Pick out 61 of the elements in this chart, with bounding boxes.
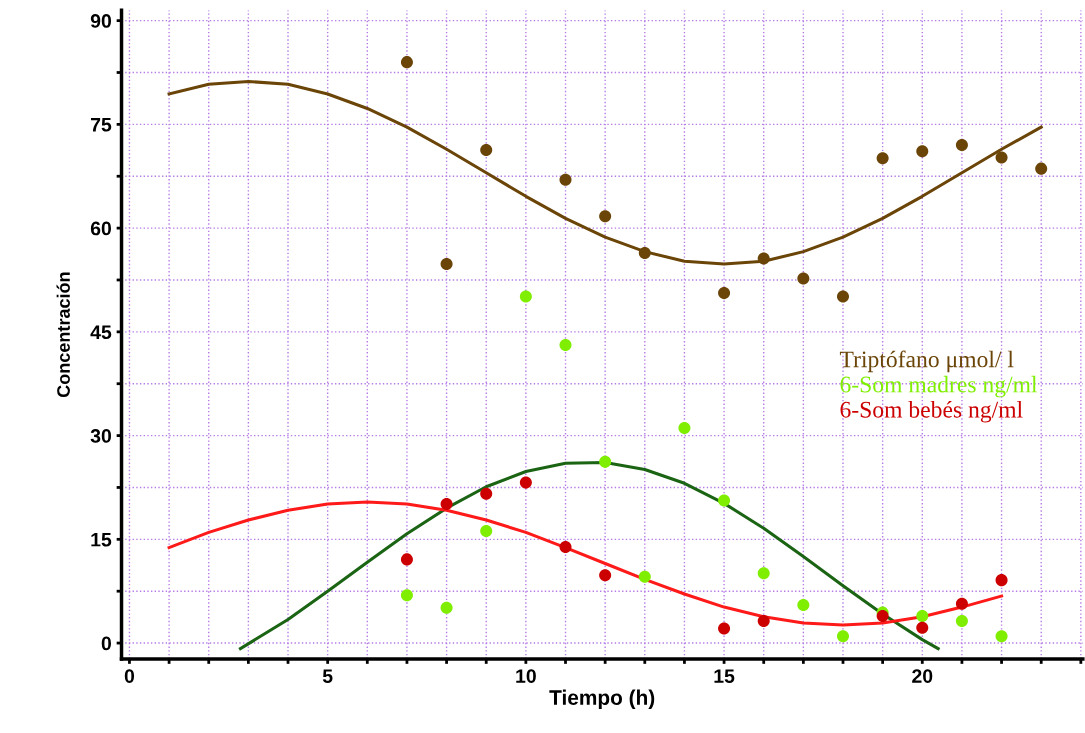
y-tick-label: 60 — [90, 221, 111, 236]
point — [480, 143, 493, 156]
point — [718, 287, 731, 300]
y-tick-label: 15 — [91, 532, 112, 547]
point — [955, 139, 968, 152]
x-tick-label: 15 — [714, 669, 735, 683]
point — [757, 252, 770, 265]
point — [400, 56, 413, 69]
point — [718, 622, 731, 635]
point — [519, 290, 532, 303]
point — [797, 599, 810, 612]
point — [876, 610, 889, 623]
point — [757, 614, 770, 627]
y-tick-label: 75 — [91, 118, 112, 132]
y-tick-label: 0 — [101, 636, 111, 651]
line-series — [167, 500, 1004, 627]
x-axis-title: Tiempo (h) — [549, 689, 655, 710]
point — [916, 621, 929, 634]
x-tick-label: 0 — [124, 669, 135, 683]
point — [995, 574, 1008, 587]
line-series — [167, 79, 1043, 266]
point — [836, 290, 850, 303]
point — [995, 630, 1008, 643]
x-tick-label: 20 — [912, 669, 933, 683]
point — [519, 476, 532, 489]
point — [916, 145, 929, 158]
point — [638, 246, 651, 260]
text: 6-Som madres ng/ml — [840, 375, 1038, 398]
point — [995, 151, 1008, 164]
point — [480, 525, 493, 538]
point — [400, 589, 413, 602]
point — [1035, 162, 1048, 175]
x-tick-label: 5 — [322, 669, 333, 683]
point — [599, 455, 612, 468]
point — [955, 597, 968, 610]
y-tick-label: 30 — [90, 429, 111, 443]
y-tick-label: 90 — [90, 14, 111, 28]
text: Triptófano μmol/ l — [839, 350, 1014, 373]
point — [836, 630, 850, 643]
y-tick-label: 45 — [90, 325, 112, 340]
x-tick-label: 10 — [516, 669, 536, 683]
point — [916, 610, 929, 623]
point — [400, 553, 413, 566]
point — [559, 173, 572, 186]
point — [955, 614, 968, 627]
point — [440, 258, 453, 271]
point — [876, 152, 889, 165]
point — [480, 487, 493, 500]
point — [440, 498, 453, 511]
point — [797, 272, 810, 285]
point — [757, 567, 770, 580]
point — [718, 494, 731, 507]
point — [678, 421, 691, 434]
point — [638, 570, 651, 583]
y-axis-title: Concentración — [56, 272, 70, 398]
text: 6-Som bebés ng/ml — [840, 401, 1023, 423]
point — [559, 540, 572, 553]
point — [599, 569, 612, 582]
point — [559, 338, 572, 351]
point — [440, 601, 453, 614]
point — [599, 210, 612, 223]
